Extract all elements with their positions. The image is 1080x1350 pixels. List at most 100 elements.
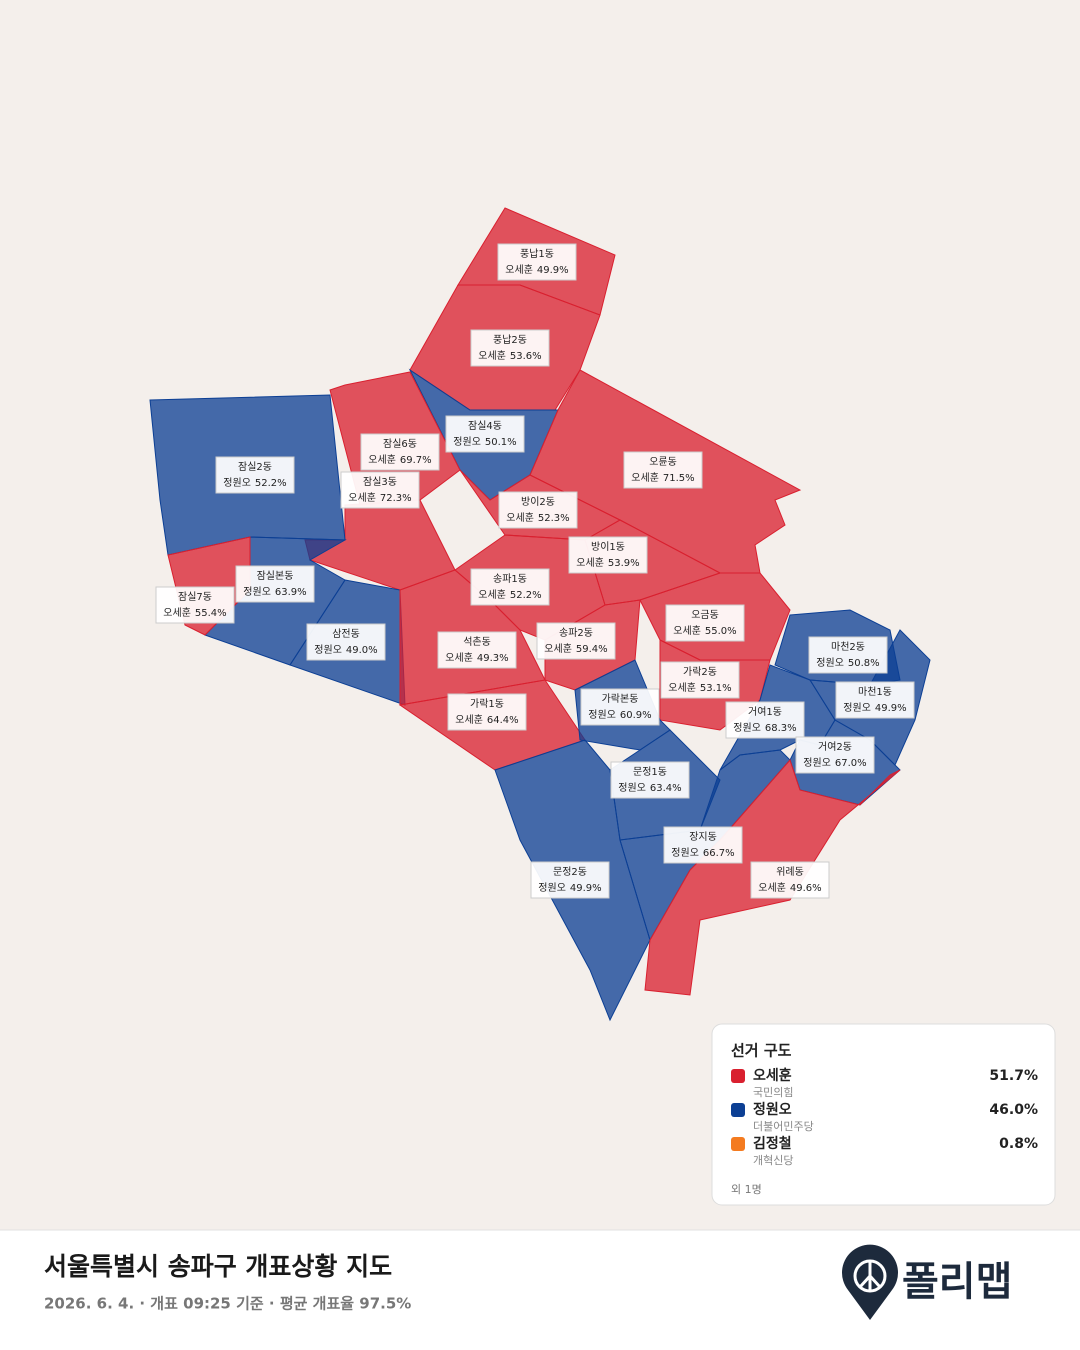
district-candidate: 정원오	[671, 847, 699, 859]
district-share: 64.4%	[487, 715, 519, 726]
district-result: 정원오 49.9%	[843, 702, 906, 714]
district-result: 오세훈 71.5%	[631, 471, 694, 484]
district-share: 49.9%	[537, 265, 569, 276]
label-box	[623, 451, 703, 489]
legend-name: 오세훈	[753, 1067, 792, 1084]
district-name: 삼전동	[332, 628, 360, 640]
district-result: 오세훈 69.7%	[368, 453, 431, 466]
district-candidate: 오세훈	[163, 606, 191, 619]
district-name: 오금동	[691, 609, 719, 621]
district-share: 52.2%	[255, 478, 287, 489]
district-candidate: 오세훈	[506, 511, 534, 524]
label-box	[808, 636, 888, 674]
district-candidate: 오세훈	[631, 471, 659, 484]
legend-share: 46.0%	[989, 1102, 1038, 1118]
district-name: 방이1동	[591, 541, 625, 553]
label-box	[665, 604, 745, 642]
district-name: 송파1동	[493, 573, 527, 585]
district-share: 49.3%	[477, 653, 509, 664]
district-result: 오세훈 53.1%	[668, 681, 731, 694]
district-candidate: 오세훈	[348, 491, 376, 504]
label-box	[568, 536, 648, 574]
district-name: 마천2동	[831, 641, 865, 653]
legend-title: 선거 구도	[731, 1042, 792, 1060]
district-share: 68.3%	[765, 723, 797, 734]
district-result: 오세훈 59.4%	[544, 642, 607, 655]
district-share: 49.9%	[875, 703, 907, 714]
district-result: 정원오 52.2%	[223, 477, 286, 489]
district-result: 오세훈 72.3%	[348, 491, 411, 504]
footer-subtitle: 2026. 6. 4. · 개표 09:25 기준 · 평균 개표율 97.5%	[44, 1295, 411, 1313]
district-candidate: 정원오	[453, 436, 481, 448]
district-candidate: 오세훈	[576, 556, 604, 569]
district-candidate: 오세훈	[505, 263, 533, 276]
district-share: 53.9%	[608, 558, 640, 569]
label-box	[470, 329, 550, 367]
district-share: 52.3%	[538, 513, 570, 524]
district-name: 석촌동	[463, 636, 491, 648]
label-box	[235, 565, 315, 603]
district-share: 52.2%	[510, 590, 542, 601]
district-candidate: 정원오	[843, 702, 871, 714]
district-share: 71.5%	[663, 473, 695, 484]
district-result: 정원오 66.7%	[671, 847, 734, 859]
label-box	[306, 623, 386, 661]
district-share: 63.9%	[275, 587, 307, 598]
district-candidate: 정원오	[803, 757, 831, 769]
district-result: 오세훈 49.3%	[445, 651, 508, 664]
label-box	[360, 433, 440, 471]
label-box	[470, 568, 550, 606]
district-result: 오세훈 53.9%	[576, 556, 639, 569]
district-result: 정원오 68.3%	[733, 722, 796, 734]
district-name: 풍납1동	[520, 248, 554, 260]
district-candidate: 오세훈	[445, 651, 473, 664]
district-result: 오세훈 64.4%	[455, 713, 518, 726]
label-box	[155, 586, 235, 624]
district-result: 정원오 63.4%	[618, 782, 681, 794]
legend-swatch	[731, 1069, 745, 1083]
legend-share: 0.8%	[999, 1136, 1038, 1152]
label-box	[447, 693, 527, 731]
district-share: 63.4%	[650, 783, 682, 794]
district-candidate: 정원오	[243, 586, 271, 598]
district-share: 55.0%	[705, 626, 737, 637]
district-name: 문정1동	[633, 766, 667, 778]
legend-box	[711, 1023, 1056, 1206]
district-result: 오세훈 52.3%	[506, 511, 569, 524]
district-result: 오세훈 53.6%	[478, 349, 541, 362]
district-name: 문정2동	[553, 866, 587, 878]
label-box	[536, 622, 616, 660]
district-name: 잠실6동	[383, 438, 417, 450]
district-candidate: 정원오	[618, 782, 646, 794]
district-candidate: 정원오	[588, 709, 616, 721]
label-box	[215, 456, 295, 494]
legend-party: 더불어민주당	[753, 1120, 814, 1133]
district-candidate: 오세훈	[758, 881, 786, 894]
label-box	[340, 471, 420, 509]
district-candidate: 오세훈	[368, 453, 396, 466]
district-name: 오륜동	[649, 456, 677, 468]
district-name: 잠실4동	[468, 420, 502, 432]
label-box	[437, 631, 517, 669]
footer	[0, 1230, 1080, 1350]
district-name: 장지동	[689, 831, 717, 843]
legend-swatch	[731, 1103, 745, 1117]
label-box	[610, 761, 690, 799]
district-name: 잠실3동	[363, 476, 397, 488]
district-candidate: 오세훈	[478, 588, 506, 601]
district-share: 49.6%	[790, 883, 822, 894]
label-box	[660, 661, 740, 699]
